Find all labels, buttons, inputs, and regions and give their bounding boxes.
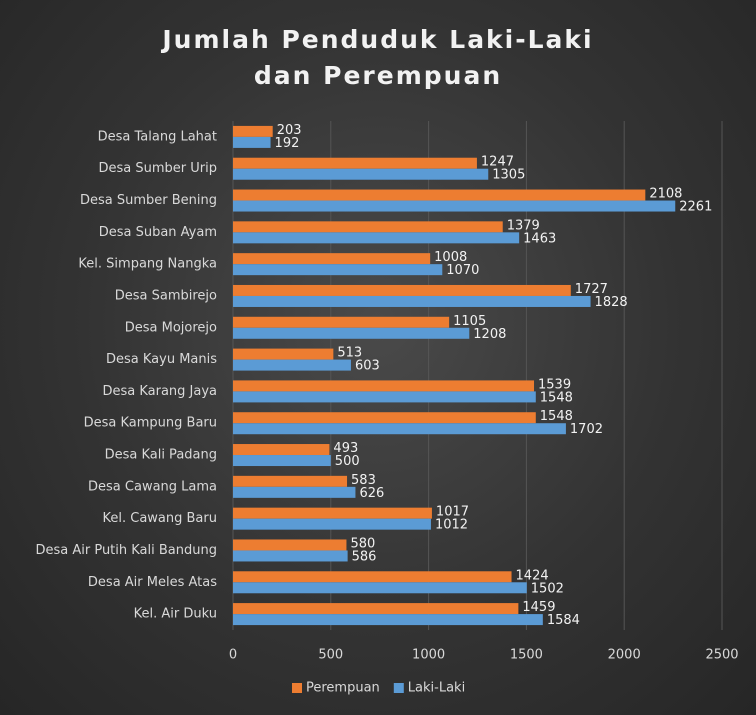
data-label: 583 (351, 473, 376, 488)
bar (233, 507, 432, 519)
data-label: 1008 (434, 250, 467, 265)
bar (233, 327, 470, 339)
data-label: 1012 (435, 518, 468, 533)
bar (233, 200, 676, 212)
data-label: 1459 (522, 600, 555, 615)
data-label: 580 (350, 536, 375, 551)
bar (233, 316, 450, 328)
data-label: 1463 (523, 231, 556, 246)
bar (233, 348, 334, 360)
bar (233, 455, 331, 467)
legend-label: Laki-Laki (408, 681, 465, 696)
y-tick-label: Desa Mojorejo (125, 320, 217, 335)
legend-label: Perempuan (306, 681, 380, 696)
y-tick-label: Kel. Air Duku (134, 607, 217, 622)
data-label: 1539 (538, 377, 571, 392)
data-label: 1017 (436, 505, 469, 520)
data-label: 1502 (531, 581, 564, 596)
data-label: 2261 (679, 200, 712, 215)
data-label: 1727 (575, 282, 608, 297)
bar (233, 295, 591, 307)
data-label: 1424 (516, 568, 549, 583)
bar (233, 486, 356, 498)
y-tick-label: Desa Cawang Lama (88, 479, 217, 494)
bar (233, 550, 348, 562)
bar (233, 423, 566, 435)
bar (233, 221, 503, 233)
bar (233, 359, 351, 371)
bar (233, 125, 273, 137)
x-tick-label: 2500 (705, 648, 738, 663)
y-tick-label: Desa Sumber Urip (99, 161, 218, 176)
bar (233, 444, 330, 456)
x-tick-label: 1000 (412, 648, 445, 663)
chart-title: Jumlah Penduduk Laki-Laki dan Perempuan (162, 25, 594, 90)
y-tick-label: Kel. Cawang Baru (103, 511, 218, 526)
bar (233, 157, 477, 169)
y-tick-label: Desa Air Putih Kali Bandung (35, 543, 217, 558)
data-label: 1247 (481, 155, 514, 170)
data-label: 192 (275, 136, 300, 151)
y-tick-label: Desa Suban Ayam (99, 225, 217, 240)
data-label: 1305 (492, 168, 525, 183)
legend-swatch (292, 683, 302, 693)
legend-swatch (393, 683, 404, 693)
data-label: 1070 (446, 263, 479, 278)
x-tick-label: 1500 (510, 648, 543, 663)
data-label: 626 (359, 486, 384, 501)
data-label: 2108 (649, 187, 682, 202)
bar (233, 264, 443, 276)
y-tick-label: Desa Sambirejo (115, 288, 217, 303)
y-tick-label: Desa Karang Jaya (102, 384, 217, 399)
y-tick-label: Desa Kayu Manis (106, 352, 217, 367)
bar (233, 571, 512, 583)
x-tick-label: 2000 (608, 648, 641, 663)
y-tick-label: Desa Air Meles Atas (88, 575, 217, 590)
x-tick-label: 500 (318, 648, 343, 663)
bar (233, 603, 519, 615)
data-label: 1702 (570, 422, 603, 437)
bar (233, 168, 489, 180)
data-label: 586 (352, 549, 377, 564)
data-label: 203 (277, 123, 302, 138)
data-label: 1379 (507, 218, 540, 233)
bar (233, 189, 646, 201)
y-tick-label: Desa Sumber Bening (80, 193, 217, 208)
bar (233, 253, 431, 265)
data-label: 1828 (595, 295, 628, 310)
bar (233, 539, 347, 551)
y-tick-label: Kel. Simpang Nangka (78, 257, 217, 272)
bar (233, 391, 536, 403)
data-label: 603 (355, 359, 380, 374)
y-tick-label: Desa Kampung Baru (84, 416, 217, 431)
bar (233, 380, 535, 392)
data-label: 513 (337, 346, 362, 361)
data-label: 1548 (540, 390, 573, 405)
data-label: 500 (335, 454, 360, 469)
y-tick-label: Desa Kali Padang (105, 448, 217, 463)
bar (233, 284, 571, 296)
data-label: 1548 (540, 409, 573, 424)
bar (233, 475, 348, 487)
x-tick-label: 0 (229, 648, 237, 663)
data-label: 1584 (547, 613, 580, 628)
bar (233, 232, 520, 244)
bar (233, 518, 431, 530)
bar (233, 412, 536, 424)
data-label: 1105 (453, 314, 486, 329)
bar (233, 614, 543, 626)
data-label: 1208 (473, 327, 506, 342)
data-label: 493 (333, 441, 358, 456)
y-tick-label: Desa Talang Lahat (98, 129, 217, 144)
bar (233, 582, 527, 594)
bar (233, 136, 271, 148)
